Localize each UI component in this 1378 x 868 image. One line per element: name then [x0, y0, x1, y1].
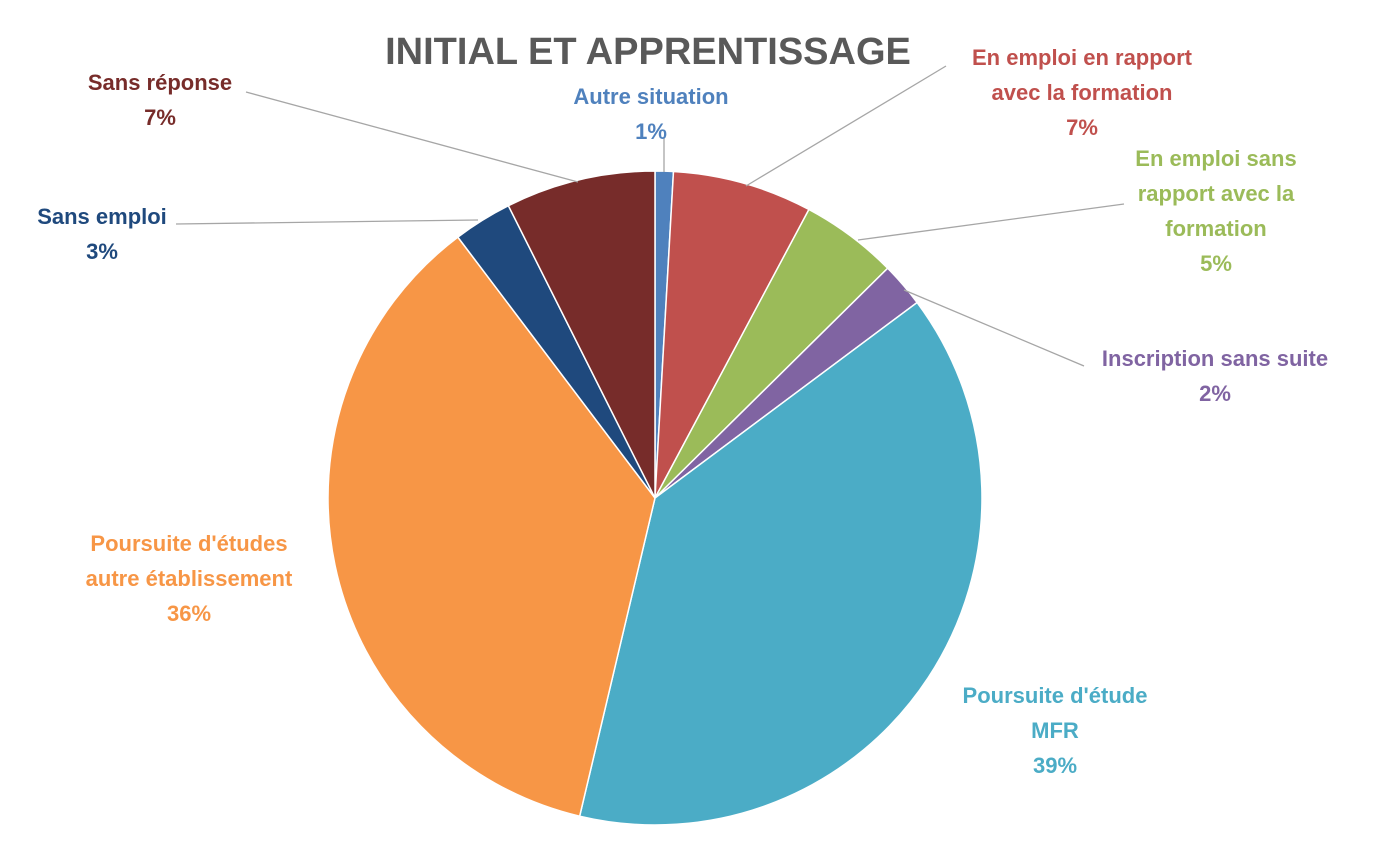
data-label-inscription-sans-suite: Inscription sans suite 2% — [1102, 346, 1328, 406]
data-label-category: Sans emploi — [37, 204, 167, 229]
data-label-category: En emploi sans — [1135, 146, 1296, 171]
data-label-poursuite-d-etudes-autre-etablissement: Poursuite d'études autre établissement 36% — [86, 531, 293, 626]
data-label-category: formation — [1165, 216, 1266, 241]
data-label-percent: 3% — [86, 239, 118, 264]
data-label-percent: 36% — [167, 601, 211, 626]
data-label-category: Sans réponse — [88, 70, 232, 95]
data-label-category: rapport avec la — [1138, 181, 1295, 206]
data-label-sans-emploi: Sans emploi 3% — [37, 204, 167, 264]
leader-line-en-emploi-sans-rapport-avec-la-formation — [857, 203, 1125, 241]
data-label-category: MFR — [1031, 718, 1079, 743]
pie-slice-poursuite-d-etude-mfr — [578, 301, 983, 826]
data-label-autre-situation: Autre situation 1% — [573, 84, 728, 144]
data-label-en-emploi-sans-rapport-avec-la-formation: En emploi sans rapport avec la formation 5% — [1135, 146, 1296, 276]
data-label-en-emploi-en-rapport-avec-la-formation: En emploi en rapport avec la formation 7% — [972, 45, 1193, 140]
data-label-category: Poursuite d'étude — [963, 683, 1148, 708]
data-label-category: autre établissement — [86, 566, 293, 591]
pie-slice-poursuite-d-etudes-autre-etablissement — [327, 236, 656, 818]
chart-title: INITIAL ET APPRENTISSAGE — [385, 31, 911, 73]
leader-line-sans-emploi — [175, 219, 479, 225]
leader-line-inscription-sans-suite — [903, 289, 1085, 367]
data-label-category: Poursuite d'études — [90, 531, 287, 556]
leader-line-en-emploi-en-rapport-avec-la-formation — [745, 65, 947, 187]
data-label-category: En emploi en rapport — [972, 45, 1193, 70]
data-label-sans-reponse: Sans réponse 7% — [88, 70, 232, 130]
data-label-category: Inscription sans suite — [1102, 346, 1328, 371]
pie-slice-en-emploi-en-rapport-avec-la-formation — [654, 170, 810, 499]
data-label-percent: 39% — [1033, 753, 1077, 778]
pie-slice-sans-reponse — [507, 170, 656, 499]
data-label-percent: 1% — [635, 119, 667, 144]
data-label-poursuite-d-etude-mfr: Poursuite d'étude MFR 39% — [963, 683, 1148, 778]
data-label-percent: 7% — [144, 105, 176, 130]
data-label-category: avec la formation — [992, 80, 1173, 105]
data-label-percent: 7% — [1066, 115, 1098, 140]
data-label-percent: 2% — [1199, 381, 1231, 406]
data-label-category: Autre situation — [573, 84, 728, 109]
leader-line-sans-reponse — [245, 91, 579, 183]
data-label-percent: 5% — [1200, 251, 1232, 276]
